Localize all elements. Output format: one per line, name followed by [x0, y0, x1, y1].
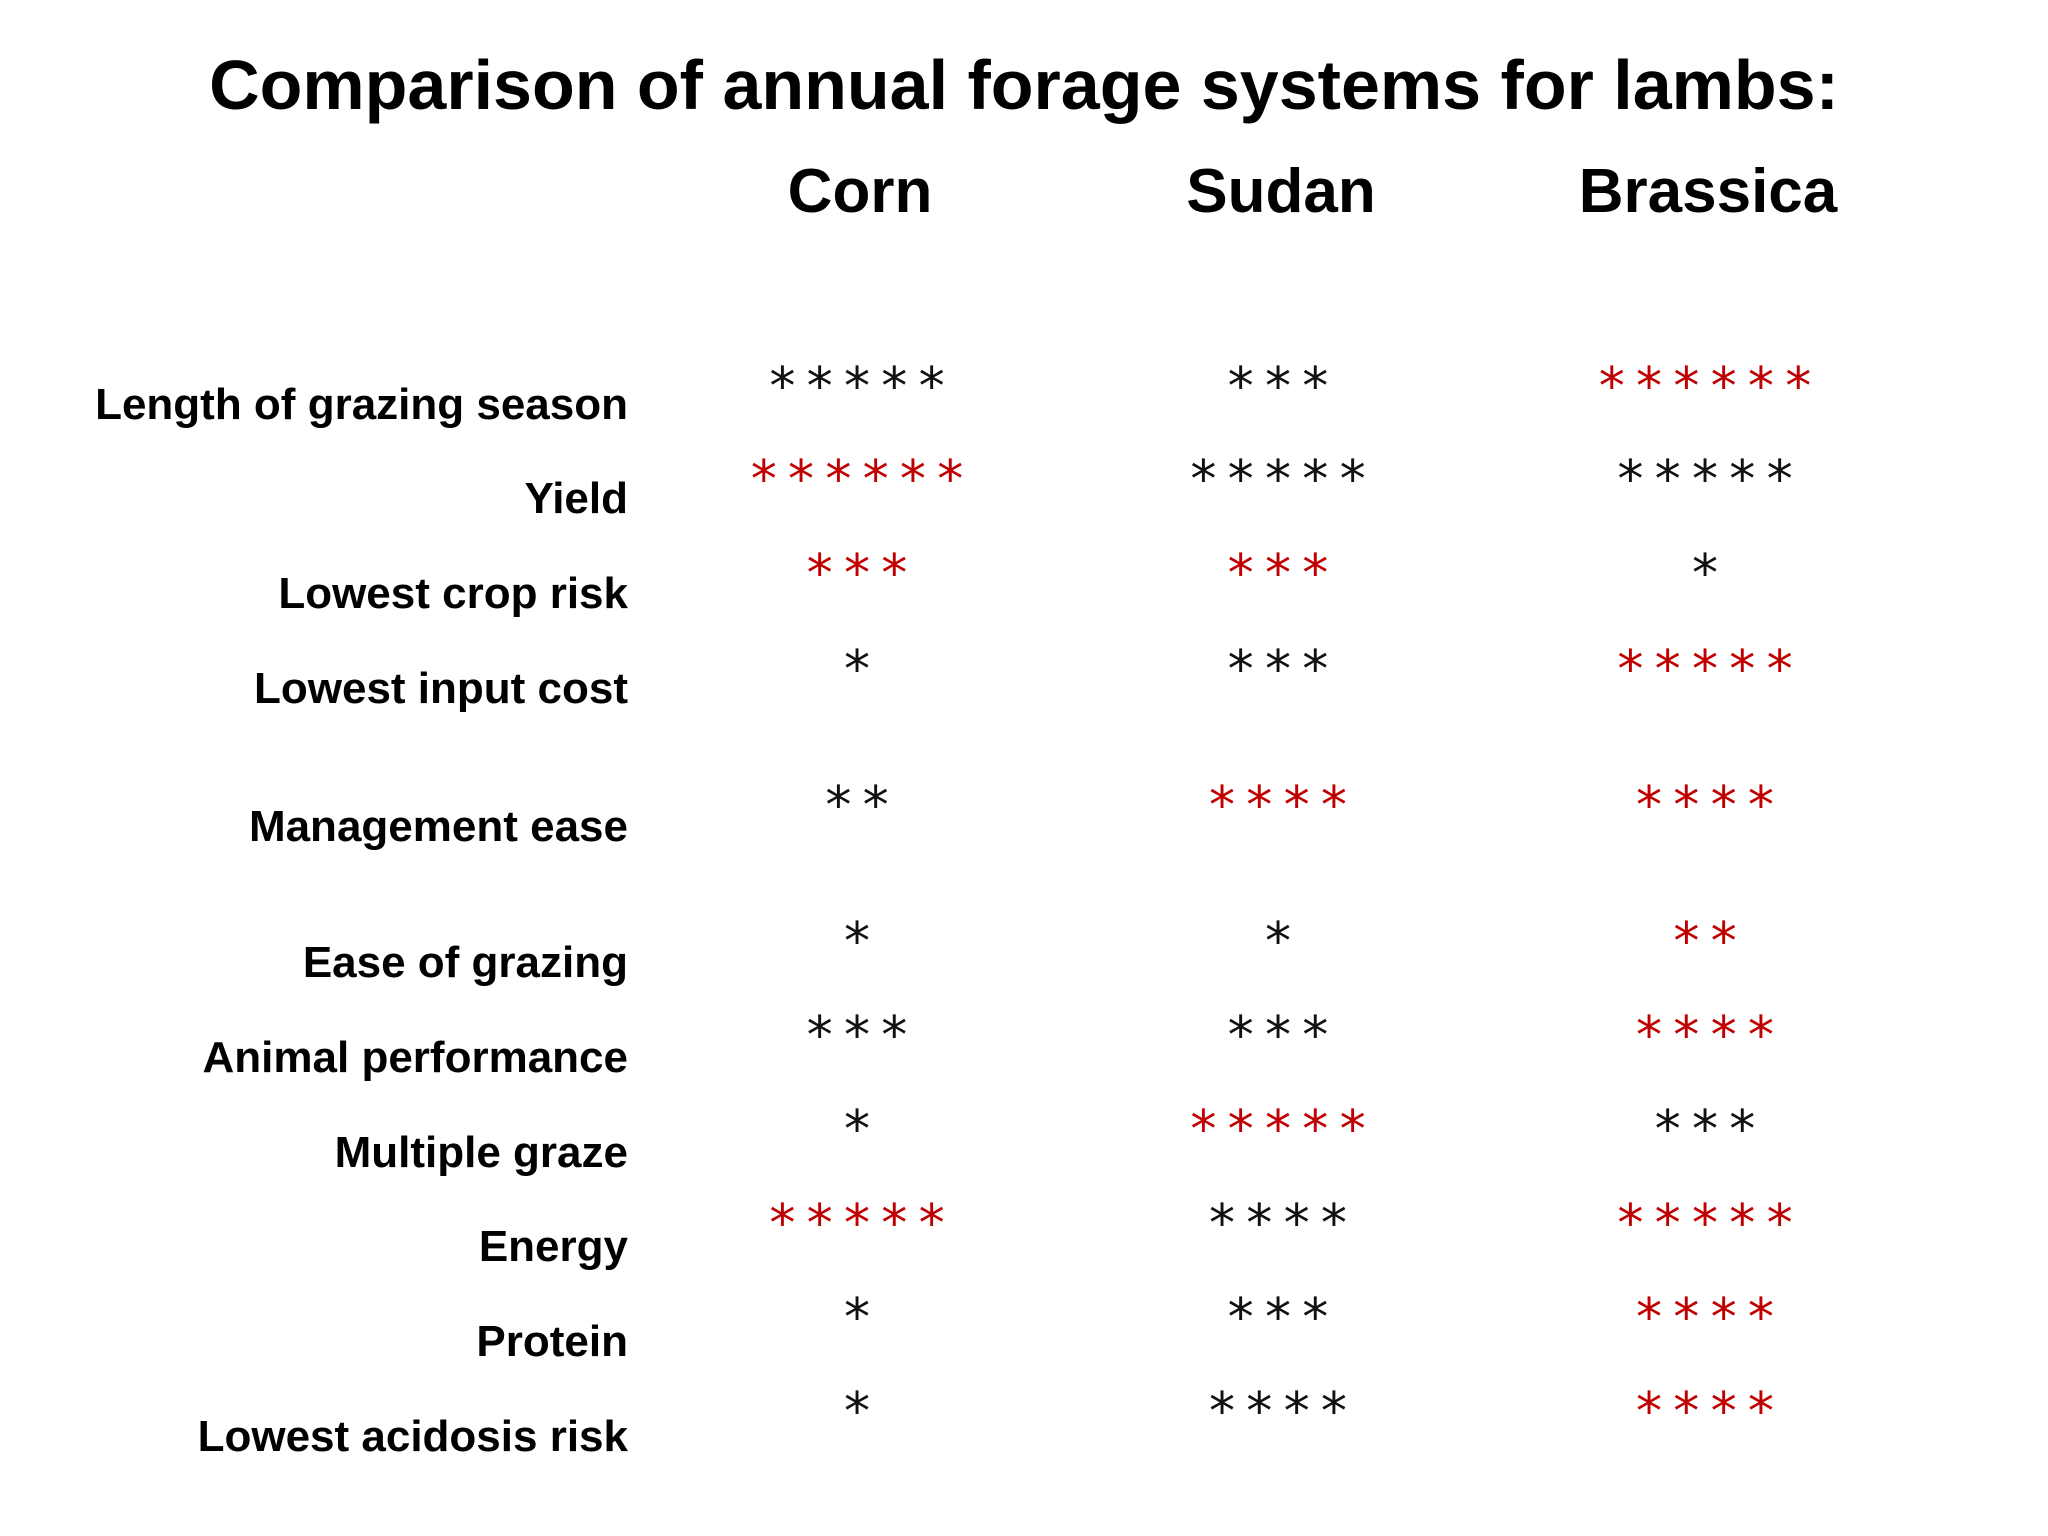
rating-lowest-crop-risk-brassica: *: [1689, 544, 1727, 604]
rating-energy-corn: *****: [766, 1194, 954, 1254]
column-header-brassica: Brassica: [1578, 157, 1838, 226]
row-label-lowest-acidosis-risk: Lowest acidosis risk: [197, 1412, 628, 1461]
rating-energy-brassica: *****: [1614, 1194, 1802, 1254]
rating-animal-performance-corn: ***: [804, 1006, 916, 1066]
rating-management-ease-brassica: ****: [1633, 776, 1783, 836]
row-label-multiple-graze: Multiple graze: [334, 1128, 628, 1177]
row-label-yield: Yield: [524, 474, 628, 523]
rating-multiple-graze-corn: *: [841, 1100, 879, 1160]
rating-protein-sudan: ***: [1225, 1288, 1337, 1348]
rating-protein-brassica: ****: [1633, 1288, 1783, 1348]
rating-yield-sudan: *****: [1187, 450, 1375, 510]
rating-lowest-input-cost-corn: *: [841, 640, 879, 700]
rating-length-of-grazing-season-brassica: ******: [1596, 357, 1820, 417]
row-label-lowest-input-cost: Lowest input cost: [254, 664, 628, 713]
rating-lowest-acidosis-risk-sudan: ****: [1206, 1382, 1356, 1442]
rating-management-ease-sudan: ****: [1206, 776, 1356, 836]
rating-management-ease-corn: **: [822, 776, 898, 836]
rating-lowest-crop-risk-corn: ***: [804, 544, 916, 604]
row-label-management-ease: Management ease: [248, 802, 628, 851]
column-header-sudan: Sudan: [1186, 157, 1376, 226]
rating-protein-corn: *: [841, 1288, 879, 1348]
rating-ease-of-grazing-sudan: *: [1262, 912, 1300, 972]
rating-ease-of-grazing-corn: *: [841, 912, 879, 972]
rating-lowest-acidosis-risk-brassica: ****: [1633, 1382, 1783, 1442]
rating-lowest-crop-risk-sudan: ***: [1225, 544, 1337, 604]
slide-title: Comparison of annual forage systems for …: [209, 46, 1839, 124]
rating-yield-brassica: *****: [1614, 450, 1802, 510]
rating-lowest-input-cost-sudan: ***: [1225, 640, 1337, 700]
rating-energy-sudan: ****: [1206, 1194, 1356, 1254]
rating-multiple-graze-brassica: ***: [1652, 1100, 1764, 1160]
rating-length-of-grazing-season-corn: *****: [766, 357, 954, 417]
row-label-lowest-crop-risk: Lowest crop risk: [278, 569, 628, 618]
rating-lowest-acidosis-risk-corn: *: [841, 1382, 879, 1442]
rating-ease-of-grazing-brassica: **: [1670, 912, 1746, 972]
rating-yield-corn: ******: [748, 450, 972, 510]
row-label-energy: Energy: [478, 1222, 628, 1271]
row-label-length-of-grazing-season: Length of grazing season: [95, 380, 628, 429]
row-label-ease-of-grazing: Ease of grazing: [302, 938, 628, 987]
rating-length-of-grazing-season-sudan: ***: [1225, 357, 1337, 417]
rating-multiple-graze-sudan: *****: [1187, 1100, 1375, 1160]
row-label-protein: Protein: [476, 1317, 628, 1366]
column-header-corn: Corn: [787, 157, 933, 226]
row-label-animal-performance: Animal performance: [202, 1033, 628, 1082]
rating-animal-performance-brassica: ****: [1633, 1006, 1783, 1066]
rating-animal-performance-sudan: ***: [1225, 1006, 1337, 1066]
rating-lowest-input-cost-brassica: *****: [1614, 640, 1802, 700]
